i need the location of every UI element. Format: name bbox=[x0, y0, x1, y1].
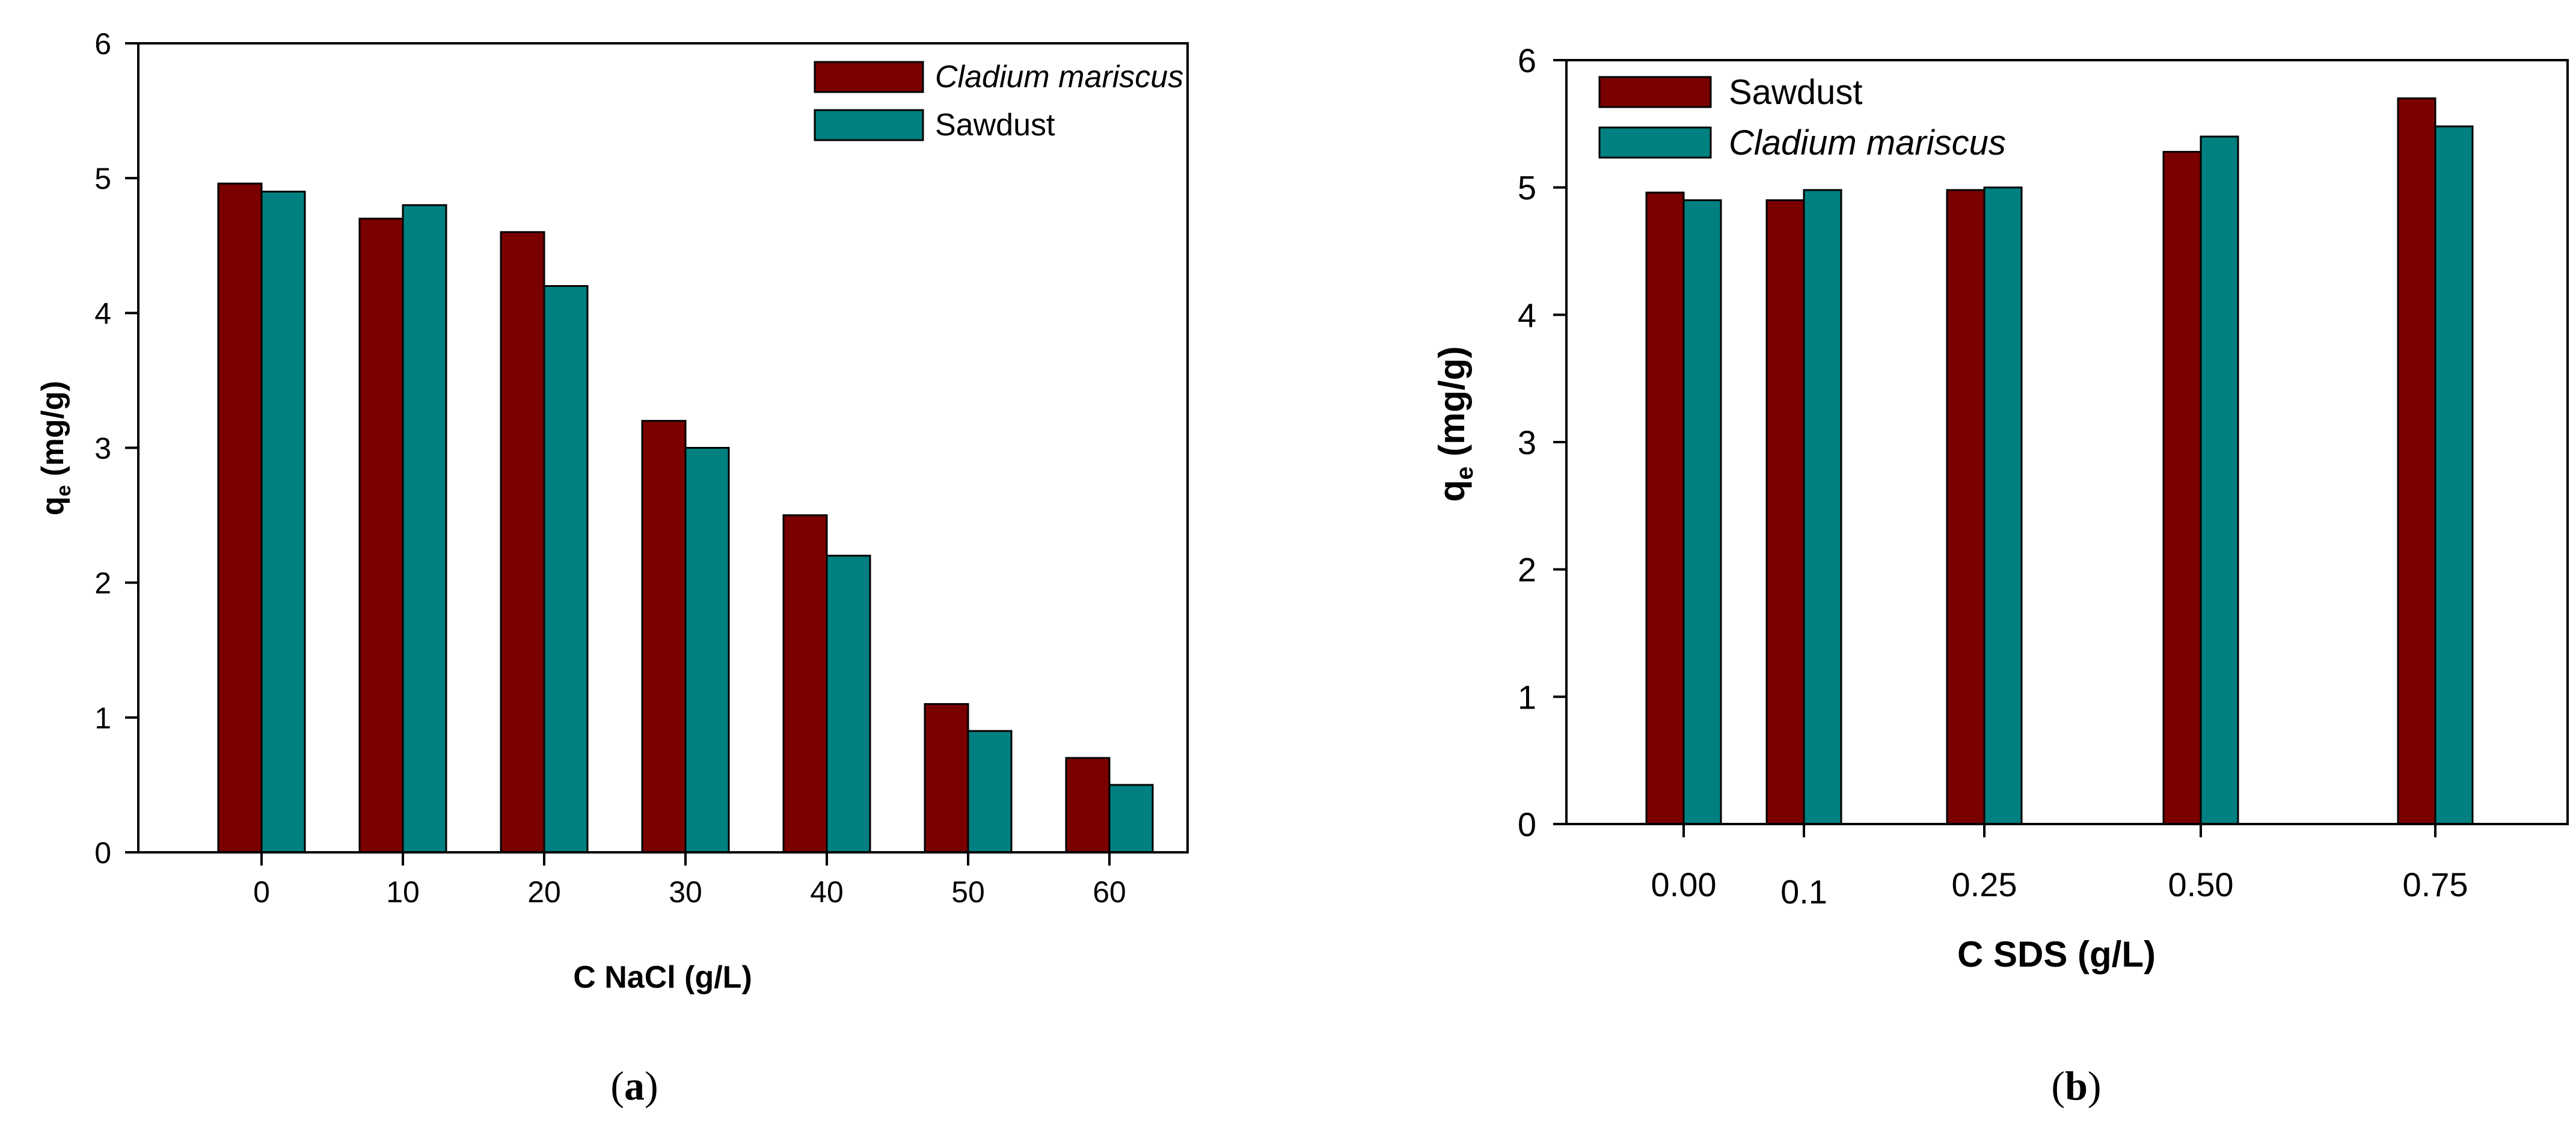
chart-b-bar-cladium-mariscus-4 bbox=[2434, 125, 2474, 825]
panel-a-label: (a) bbox=[610, 1063, 658, 1109]
chart-a-x-tick-label: 20 bbox=[527, 875, 561, 909]
chart-b-y-axis-label: qe (mg/g) bbox=[1432, 346, 1478, 502]
chart-b-legend-label-cladium: Cladium mariscus bbox=[1729, 123, 2006, 162]
chart-a-bar-sawdust-2 bbox=[543, 285, 589, 854]
chart-b-y-tick-label: 2 bbox=[1518, 551, 1536, 589]
chart-a-legend-label-sawdust: Sawdust bbox=[935, 108, 1055, 143]
chart-a-x-tick-label: 30 bbox=[669, 875, 702, 909]
chart-b-x-tick-label: 0.25 bbox=[1952, 866, 2017, 903]
chart-b-x-tick-label: 0.50 bbox=[2168, 866, 2234, 903]
chart-b-bar-sawdust-2 bbox=[1946, 189, 1986, 825]
chart-a-bar-cladium-mariscus-5 bbox=[924, 703, 969, 854]
chart-b-bar-cladium-mariscus-1 bbox=[1803, 189, 1842, 825]
chart-a-x-ticks: 0 10 20 30 40 50 60 bbox=[253, 852, 1126, 909]
chart-a-bar-cladium-mariscus-6 bbox=[1065, 757, 1111, 854]
chart-a-y-axis-label: qe (mg/g) bbox=[35, 381, 75, 515]
chart-a-legend: Cladium mariscus Sawdust bbox=[814, 60, 1183, 143]
chart-a-legend-label-cladium: Cladium mariscus bbox=[935, 60, 1183, 94]
chart-a-x-tick-label: 40 bbox=[810, 875, 844, 909]
chart-b-y-tick-label: 1 bbox=[1518, 678, 1536, 716]
chart-b-bar-sawdust-3 bbox=[2162, 150, 2202, 825]
chart-a-y-tick-label: 6 bbox=[94, 27, 111, 61]
chart-a-x-axis-label: C NaCl (g/L) bbox=[573, 960, 752, 995]
chart-b-x-tick-label: 0.00 bbox=[1651, 866, 1717, 903]
chart-a-bar-cladium-mariscus-0 bbox=[217, 182, 263, 854]
chart-b-legend: Sawdust Cladium mariscus bbox=[1598, 73, 2006, 162]
chart-b-x-tick-label: 0.1 bbox=[1780, 873, 1827, 911]
chart-a-bars bbox=[217, 182, 1154, 854]
chart-a-bar-cladium-mariscus-2 bbox=[500, 231, 545, 854]
chart-a-x-tick-label: 60 bbox=[1093, 875, 1126, 909]
chart-a-y-tick-label: 2 bbox=[94, 567, 111, 600]
panel-b-label: (b) bbox=[2051, 1063, 2101, 1109]
chart-a-x-tick-label: 10 bbox=[386, 875, 420, 909]
chart-b-bar-cladium-mariscus-3 bbox=[2200, 135, 2239, 825]
chart-a-bar-sawdust-5 bbox=[967, 730, 1013, 854]
chart-b-x-ticks: 0.00 0.1 0.25 0.50 0.75 bbox=[1651, 824, 2468, 911]
chart-b-y-ticks: 0 1 2 3 4 5 6 bbox=[1518, 42, 1566, 843]
chart-b-bar-cladium-mariscus-0 bbox=[1682, 199, 1722, 825]
chart-b-bar-cladium-mariscus-2 bbox=[1983, 186, 2023, 825]
chart-a-y-tick-label: 1 bbox=[94, 701, 111, 735]
chart-b-bar-sawdust-4 bbox=[2397, 97, 2436, 825]
chart-b-x-tick-label: 0.75 bbox=[2403, 866, 2468, 903]
chart-b-legend-label-sawdust: Sawdust bbox=[1729, 73, 1862, 112]
chart-b-bar-sawdust-1 bbox=[1765, 199, 1805, 825]
chart-a-y-ticks: 0 1 2 3 4 5 6 bbox=[94, 27, 138, 870]
chart-a-bar-sawdust-3 bbox=[684, 447, 730, 854]
chart-a-y-tick-label: 0 bbox=[94, 836, 111, 870]
chart-b-bar-sawdust-0 bbox=[1645, 191, 1685, 825]
chart-a-bar-sawdust-1 bbox=[402, 204, 447, 854]
chart-b-legend-swatch-cladium bbox=[1598, 126, 1712, 159]
chart-b-bars bbox=[1645, 97, 2474, 825]
chart-a-y-tick-label: 5 bbox=[94, 162, 111, 195]
chart-a-bar-sawdust-4 bbox=[826, 555, 871, 854]
chart-a-y-tick-label: 4 bbox=[94, 297, 111, 330]
chart-b-y-tick-label: 5 bbox=[1518, 169, 1536, 207]
chart-a-y-tick-label: 3 bbox=[94, 432, 111, 466]
chart-a: 0 1 2 3 4 5 6 0 10 20 30 40 50 60 C NaCl (g/L) qe (m… bbox=[35, 27, 1189, 1109]
chart-b-y-tick-label: 0 bbox=[1518, 805, 1536, 843]
chart-a-bar-cladium-mariscus-4 bbox=[782, 514, 828, 854]
chart-a-bar-cladium-mariscus-1 bbox=[358, 217, 404, 854]
chart-b-y-tick-label: 4 bbox=[1518, 296, 1536, 334]
chart-a-legend-swatch-sawdust bbox=[814, 109, 924, 141]
chart-a-bar-cladium-mariscus-3 bbox=[641, 420, 687, 854]
chart-b-x-axis-label: C SDS (g/L) bbox=[1957, 934, 2156, 974]
chart-a-legend-swatch-cladium bbox=[814, 61, 924, 93]
chart-b-y-tick-label: 6 bbox=[1518, 42, 1536, 79]
chart-a-bar-sawdust-0 bbox=[260, 191, 306, 854]
chart-b-legend-swatch-sawdust bbox=[1598, 76, 1712, 108]
chart-a-x-tick-label: 50 bbox=[951, 875, 985, 909]
chart-a-bar-sawdust-6 bbox=[1108, 784, 1154, 854]
chart-b-y-tick-label: 3 bbox=[1518, 423, 1536, 461]
chart-a-x-tick-label: 0 bbox=[253, 875, 270, 909]
